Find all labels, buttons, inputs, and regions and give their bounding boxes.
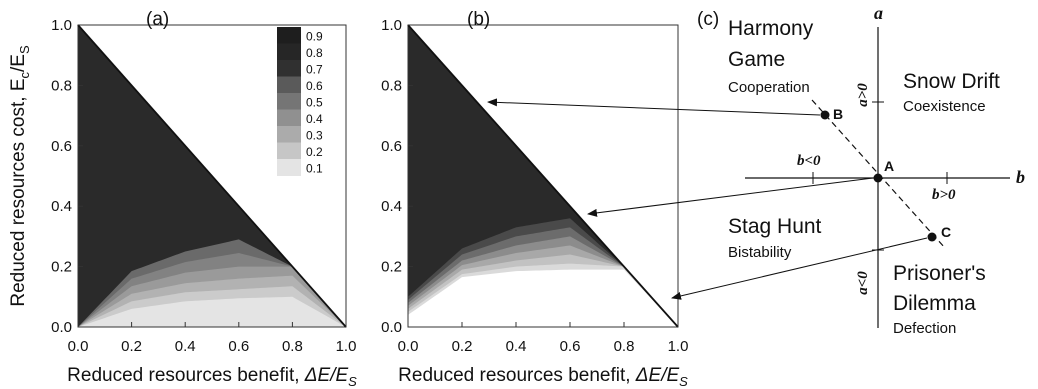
- panel-c-label: (c): [697, 9, 719, 30]
- panel-a-plot: 0.0 0.2 0.4 0.6 0.8 1.0 0.0 0.2 0.4 0.6 0.8 1.0 (a): [51, 9, 356, 355]
- x-tick-label: 0.4: [506, 338, 527, 355]
- snow-drift-title: Snow Drift: [903, 70, 1000, 93]
- x-tick-label: 1.0: [336, 338, 357, 355]
- panel-b-x-axis-label: Reduced resources benefit, ΔE/ES: [398, 365, 688, 389]
- y-tick-label: 0.8: [381, 77, 402, 94]
- point-b-marker: [820, 110, 830, 120]
- panel-c-dashed-diagonal: [811, 99, 946, 249]
- y-tick-label: 0.0: [381, 319, 402, 336]
- x-tick-label: 0.2: [121, 338, 142, 355]
- y-axis-label: Reduced resources cost, Ec/ES: [8, 45, 32, 307]
- contour-band-level_0.3: [408, 269, 678, 327]
- snow-drift-desc: Coexistence: [903, 98, 986, 115]
- x-tick-label: 0.8: [282, 338, 303, 355]
- stag-hunt-desc: Bistability: [728, 244, 792, 261]
- legend-label: 0.4: [306, 112, 323, 126]
- y-tick-label: 0.6: [51, 138, 72, 155]
- point-b-label: B: [833, 106, 843, 122]
- prisoners-dilemma-title-line2: Dilemma: [893, 292, 976, 315]
- prisoners-dilemma-title-line1: Prisoner's: [893, 262, 986, 285]
- prisoners-dilemma-desc: Defection: [893, 320, 956, 337]
- point-c-label: C: [941, 224, 951, 240]
- y-tick-label: 0.0: [51, 319, 72, 336]
- y-tick-label: 0.4: [381, 198, 402, 215]
- legend-label: 0.2: [306, 145, 323, 159]
- legend-swatch: [277, 93, 301, 110]
- panel-a-x-axis-label: Reduced resources benefit, ΔE/ES: [67, 365, 357, 389]
- y-axis-label-sub: c: [17, 72, 32, 79]
- x-tick-label: 0.0: [68, 338, 89, 355]
- panel-b-ticks: 0.0 0.2 0.4 0.6 0.8 1.0 0.0 0.2 0.4 0.6 0.8 1.0: [381, 17, 688, 355]
- panel-c-diagram: (c) A B C a b a>0 a<0 b<0 b>0 Harmony Ga…: [487, 3, 1025, 337]
- harmony-game-title-line1: Harmony: [728, 17, 814, 40]
- y-tick-label: 1.0: [51, 17, 72, 34]
- b-positive-annotation: b>0: [932, 187, 956, 203]
- legend-swatch: [277, 76, 301, 94]
- legend-swatch: [277, 159, 301, 176]
- legend-label: 0.1: [306, 161, 323, 175]
- legend-label: 0.3: [306, 128, 323, 142]
- panel-b-hypotenuse: [407, 24, 679, 328]
- panel-a-x-axis-label-sub: S: [348, 374, 357, 389]
- panel-a-plot-frame: [77, 24, 347, 328]
- arrow-b-to-panel-b: [487, 98, 821, 116]
- panel-b-label: (b): [467, 9, 490, 30]
- legend-swatch: [277, 60, 301, 77]
- y-axis-label-tail-sub: S: [17, 45, 32, 54]
- contour-band-level_0.1: [78, 307, 346, 327]
- panel-a-x-axis-label-math: ΔE/E: [304, 365, 349, 386]
- panel-b-x-axis-label-main: Reduced resources benefit,: [398, 365, 636, 386]
- y-tick-label: 0.4: [51, 198, 72, 215]
- panel-a-ticks: 0.0 0.2 0.4 0.6 0.8 1.0 0.0 0.2 0.4 0.6 0.8 1.0: [51, 17, 356, 355]
- x-tick-label: 0.8: [614, 338, 635, 355]
- panel-b-plot: 0.0 0.2 0.4 0.6 0.8 1.0 0.0 0.2 0.4 0.6 0.8 1.0 (b): [381, 9, 688, 355]
- panel-a-label: (a): [146, 9, 169, 30]
- harmony-game-desc: Cooperation: [728, 79, 810, 96]
- y-axis-label-tail: /E: [8, 54, 29, 72]
- axis-b-label: b: [1016, 167, 1025, 187]
- legend-swatch: [277, 27, 301, 44]
- x-tick-label: 0.0: [398, 338, 419, 355]
- legend-swatch: [277, 43, 301, 61]
- b-negative-annotation: b<0: [797, 153, 821, 169]
- x-tick-label: 1.0: [668, 338, 689, 355]
- y-axis-label-main: Reduced resources cost, E: [8, 79, 29, 307]
- legend-label: 0.5: [306, 95, 323, 109]
- legend-swatch: [277, 142, 301, 160]
- legend-label: 0.8: [306, 46, 323, 60]
- a-negative-annotation: a<0: [855, 271, 871, 295]
- x-tick-label: 0.6: [228, 338, 249, 355]
- panel-b-plot-frame: [407, 24, 679, 328]
- y-tick-label: 0.6: [381, 138, 402, 155]
- y-tick-label: 0.8: [51, 77, 72, 94]
- panel-b-x-axis-label-sub: S: [679, 374, 688, 389]
- y-tick-label: 0.2: [381, 259, 402, 276]
- legend-label: 0.7: [306, 62, 323, 76]
- contour-legend: 0.9 0.8 0.7 0.6 0.5 0.4 0.3 0.2 0.1: [277, 27, 323, 176]
- panel-b-x-axis-label-math: ΔE/E: [635, 365, 680, 386]
- arrow-a-to-panel-b: [587, 177, 874, 217]
- point-a-label: A: [884, 158, 894, 174]
- x-tick-label: 0.4: [175, 338, 196, 355]
- y-tick-label: 1.0: [381, 17, 402, 34]
- legend-swatch: [277, 109, 301, 127]
- arrow-c-to-panel-b: [671, 237, 928, 300]
- panel-a-hypotenuse: [77, 24, 347, 328]
- legend-label: 0.9: [306, 29, 323, 43]
- legend-swatch: [277, 126, 301, 143]
- point-c-marker: [927, 232, 937, 242]
- stag-hunt-title: Stag Hunt: [728, 215, 822, 238]
- panel-a-x-axis-label-main: Reduced resources benefit,: [67, 365, 305, 386]
- x-tick-label: 0.2: [452, 338, 473, 355]
- legend-label: 0.6: [306, 79, 323, 93]
- point-a-marker: [873, 173, 883, 183]
- y-tick-label: 0.2: [51, 259, 72, 276]
- a-positive-annotation: a>0: [855, 83, 871, 107]
- x-tick-label: 0.6: [560, 338, 581, 355]
- harmony-game-title-line2: Game: [728, 48, 785, 71]
- axis-a-label: a: [874, 3, 883, 23]
